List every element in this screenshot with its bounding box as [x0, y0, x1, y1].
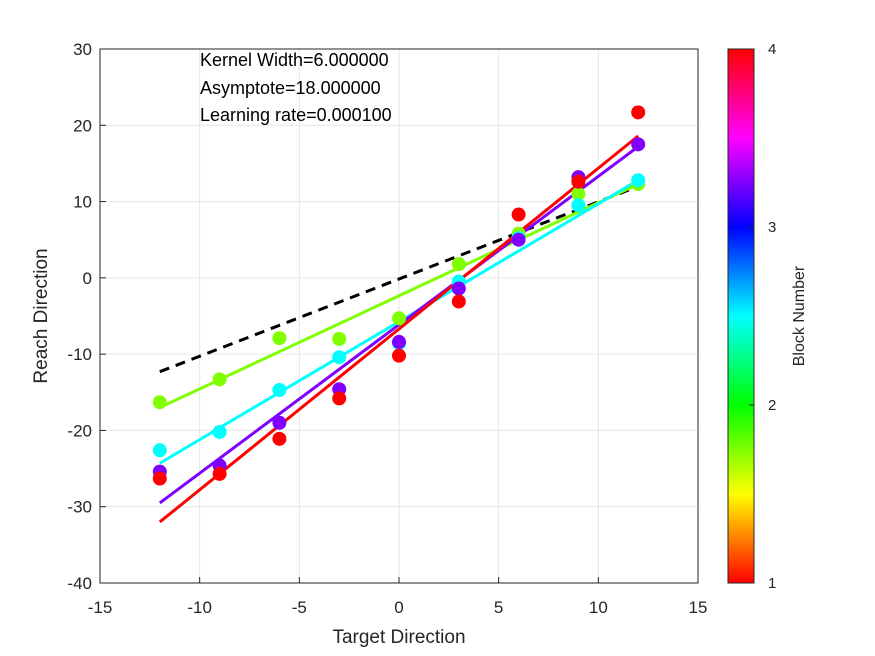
data-point-series-3: [392, 334, 406, 349]
y-tick-label: -40: [67, 574, 92, 593]
data-point-series-4: [332, 391, 347, 406]
x-tick-label: -5: [292, 598, 307, 617]
colorbar-tick-label: 3: [768, 219, 776, 236]
y-tick-label: 10: [73, 193, 92, 212]
data-point-series-1: [392, 311, 406, 326]
data-point-series-3: [631, 137, 646, 152]
y-tick-label: -30: [67, 498, 92, 517]
reference-line-group: [159, 184, 639, 374]
data-point-series-3: [451, 281, 466, 296]
colorbar-tick-label: 2: [768, 397, 776, 414]
x-axis-label: Target Direction: [332, 627, 465, 648]
data-point-series-4: [511, 207, 526, 222]
data-point-series-4: [152, 471, 167, 486]
data-point-series-1: [152, 395, 167, 410]
colorbar-tick-label: 1: [768, 575, 776, 592]
y-tick-label: -10: [67, 345, 92, 364]
colorbar: [727, 48, 755, 584]
data-point-series-2: [571, 198, 586, 213]
data-point-series-2: [152, 443, 167, 458]
x-tick-label: 5: [494, 598, 503, 617]
data-point-series-4: [272, 431, 287, 446]
data-point-series-1: [571, 186, 586, 201]
data-point-series-4: [451, 294, 466, 309]
data-points-group: [152, 105, 646, 486]
annotation-learning-rate: Learning rate=0.000100: [200, 105, 392, 125]
data-point-series-2: [272, 382, 287, 397]
y-tick-label: 20: [73, 116, 92, 135]
x-tick-label: -15: [88, 598, 113, 617]
data-point-series-3: [272, 415, 287, 430]
data-point-series-4: [212, 466, 227, 481]
y-tick-label: 30: [73, 40, 92, 59]
data-point-series-1: [451, 257, 466, 272]
annotation-asymptote: Asymptote=18.000000: [200, 78, 381, 98]
y-axis-label: Reach Direction: [31, 248, 52, 383]
data-point-series-2: [631, 173, 646, 188]
colorbar-tick-label: 4: [768, 41, 776, 58]
annotation-kernel-width: Kernel Width=6.000000: [200, 50, 389, 70]
data-point-series-2: [212, 424, 227, 439]
x-tick-label: 10: [589, 598, 608, 617]
data-point-series-4: [392, 348, 406, 363]
x-axis-ticks: -15 -10 -5 0 5 10 15: [88, 577, 708, 617]
colorbar-label: Block Number: [791, 265, 808, 366]
data-point-series-1: [332, 331, 347, 346]
data-point-series-2: [332, 350, 347, 365]
x-tick-label: 15: [689, 598, 708, 617]
x-tick-label: 0: [394, 598, 403, 617]
y-tick-label: 0: [83, 269, 92, 288]
y-axis-ticks: -40 -30 -20 -10 0 10 20 30: [67, 40, 106, 593]
data-point-series-1: [212, 372, 227, 387]
fit-line-series-4: [158, 134, 640, 524]
data-point-series-4: [571, 174, 586, 189]
x-tick-label: -10: [187, 598, 212, 617]
data-point-series-3: [511, 232, 526, 247]
data-point-series-4: [631, 105, 646, 120]
data-point-series-1: [272, 331, 287, 346]
y-tick-label: -20: [67, 421, 92, 440]
colorbar-ticks: 1 2 3 4: [749, 41, 776, 592]
fit-line-series-1: [159, 182, 639, 409]
reference-dashed-line: [159, 184, 639, 374]
